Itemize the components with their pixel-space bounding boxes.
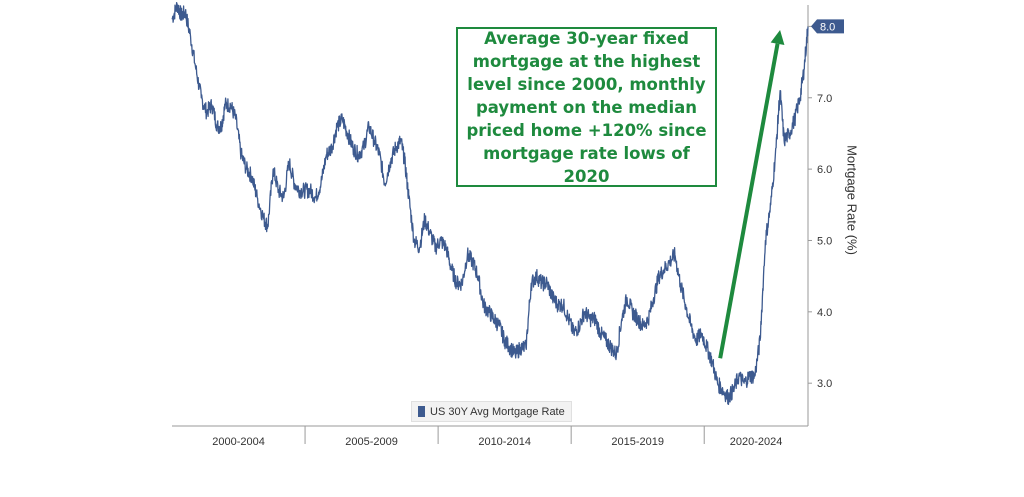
axes-layer (172, 5, 809, 427)
y-axis-label: Mortgage Rate (%) (844, 145, 860, 255)
last-value-label: 8.0 (820, 21, 835, 33)
y-tick-label: 5.0 (817, 235, 832, 247)
x-tick-label: 2020-2024 (730, 436, 783, 448)
y-tick-label: 6.0 (817, 164, 832, 176)
series-line-us-30y-mortgage-rate (171, 1, 809, 405)
x-tick-layer: 2000-2004 2005-2009 2010-2014 2015-2019 2020… (212, 426, 782, 448)
y-tick-label: 3.0 (817, 378, 832, 390)
last-value-badge (811, 19, 844, 34)
legend: US 30Y Avg Mortgage Rate (411, 401, 572, 422)
legend-label: US 30Y Avg Mortgage Rate (430, 405, 565, 418)
x-tick-label: 2010-2014 (478, 436, 531, 448)
trend-arrow-shaft (718, 43, 780, 359)
series-layer (171, 1, 809, 405)
y-tick-layer: 3.0 4.0 5.0 6.0 7.0 8.0 (808, 19, 844, 390)
x-tick-label: 2000-2004 (212, 436, 265, 448)
x-tick-label: 2015-2019 (611, 436, 664, 448)
trend-arrow-head (770, 29, 785, 46)
legend-swatch (418, 406, 425, 417)
arrow-layer (718, 29, 785, 359)
annotation-box: Average 30-year fixed mortgage at the hi… (456, 27, 717, 187)
y-tick-label: 4.0 (817, 307, 832, 319)
x-tick-label: 2005-2009 (345, 436, 398, 448)
y-tick-label: 7.0 (817, 93, 832, 105)
